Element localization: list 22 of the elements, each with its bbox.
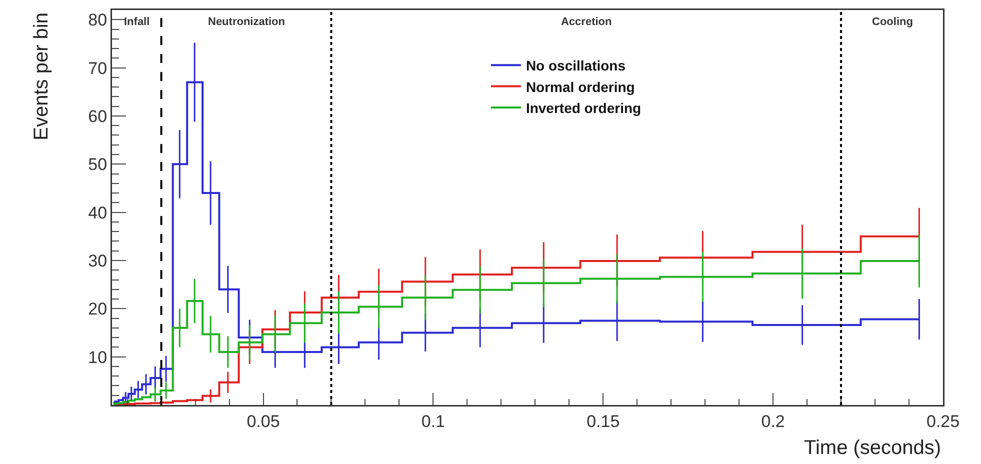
annotation: Cooling (872, 16, 913, 28)
x-tick-label: 0.2 (761, 412, 785, 431)
x-tick-label: 0.05 (246, 412, 280, 431)
y-tick-label: 30 (88, 251, 108, 270)
y-tick-label: 10 (88, 348, 108, 367)
y-tick-label: 60 (88, 106, 108, 126)
annotation: Infall (124, 16, 150, 28)
y-tick-label: 20 (88, 300, 108, 319)
annotation: Accretion (561, 16, 612, 28)
legend-label: Normal ordering (526, 78, 635, 95)
y-axis-title: Events per bin (30, 12, 52, 140)
y-tick-label: 50 (88, 155, 108, 174)
y-tick-label: 80 (88, 10, 108, 30)
x-tick-label: 0.25 (926, 412, 960, 431)
y-tick-label: 40 (88, 203, 108, 222)
x-tick-label: 0.15 (586, 412, 620, 431)
x-tick-label: 0.1 (421, 412, 445, 431)
annotation: Neutronization (208, 16, 286, 28)
legend-label: No oscillations (526, 58, 626, 74)
x-axis-title: Time (seconds) (804, 437, 942, 459)
legend-label: Inverted ordering (526, 100, 642, 116)
y-tick-label: 70 (88, 58, 108, 78)
